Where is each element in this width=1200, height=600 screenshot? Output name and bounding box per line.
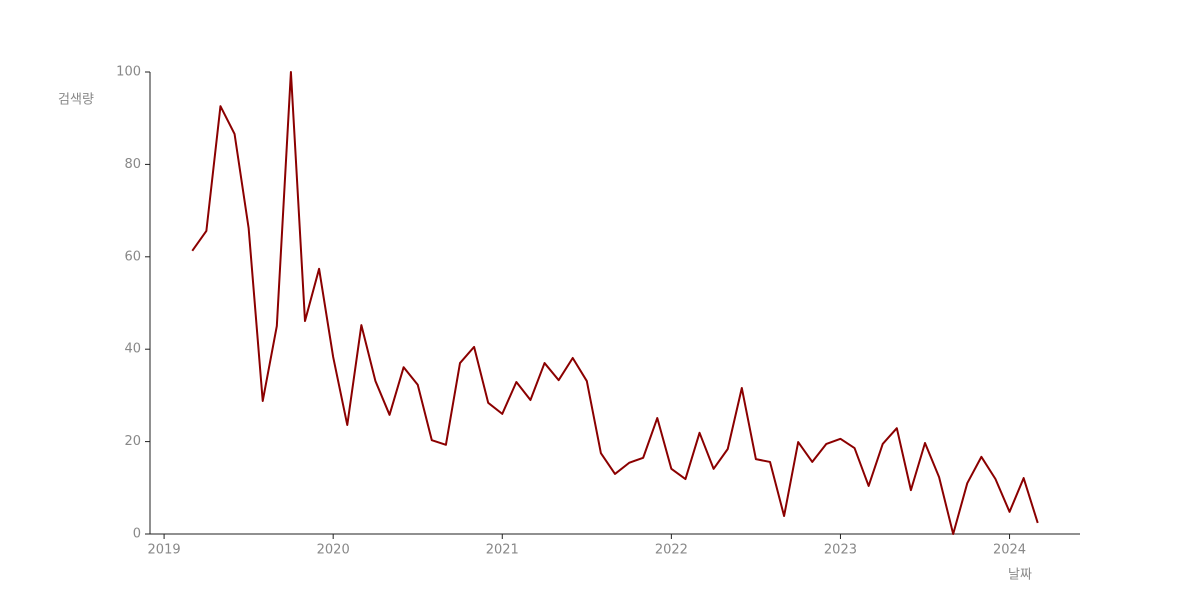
- series-line: [191, 71, 1039, 535]
- x-tick-label: 2021: [486, 543, 519, 558]
- y-tick-label: 40: [124, 342, 141, 357]
- x-tick-label: 2023: [824, 543, 857, 558]
- x-tick-label: 2024: [993, 543, 1026, 558]
- y-tick-label: 60: [124, 249, 141, 264]
- y-axis-label: 검색량: [58, 93, 94, 108]
- x-axis-label: 날짜: [1008, 568, 1032, 583]
- x-tick-label: 2022: [655, 543, 688, 558]
- y-tick-label: 80: [124, 157, 141, 172]
- x-tick-label: 2020: [317, 543, 350, 558]
- x-tick-label: 2019: [148, 543, 181, 558]
- y-tick-label: 0: [133, 527, 141, 542]
- y-tick-label: 20: [124, 434, 141, 449]
- y-tick-label: 100: [116, 65, 141, 80]
